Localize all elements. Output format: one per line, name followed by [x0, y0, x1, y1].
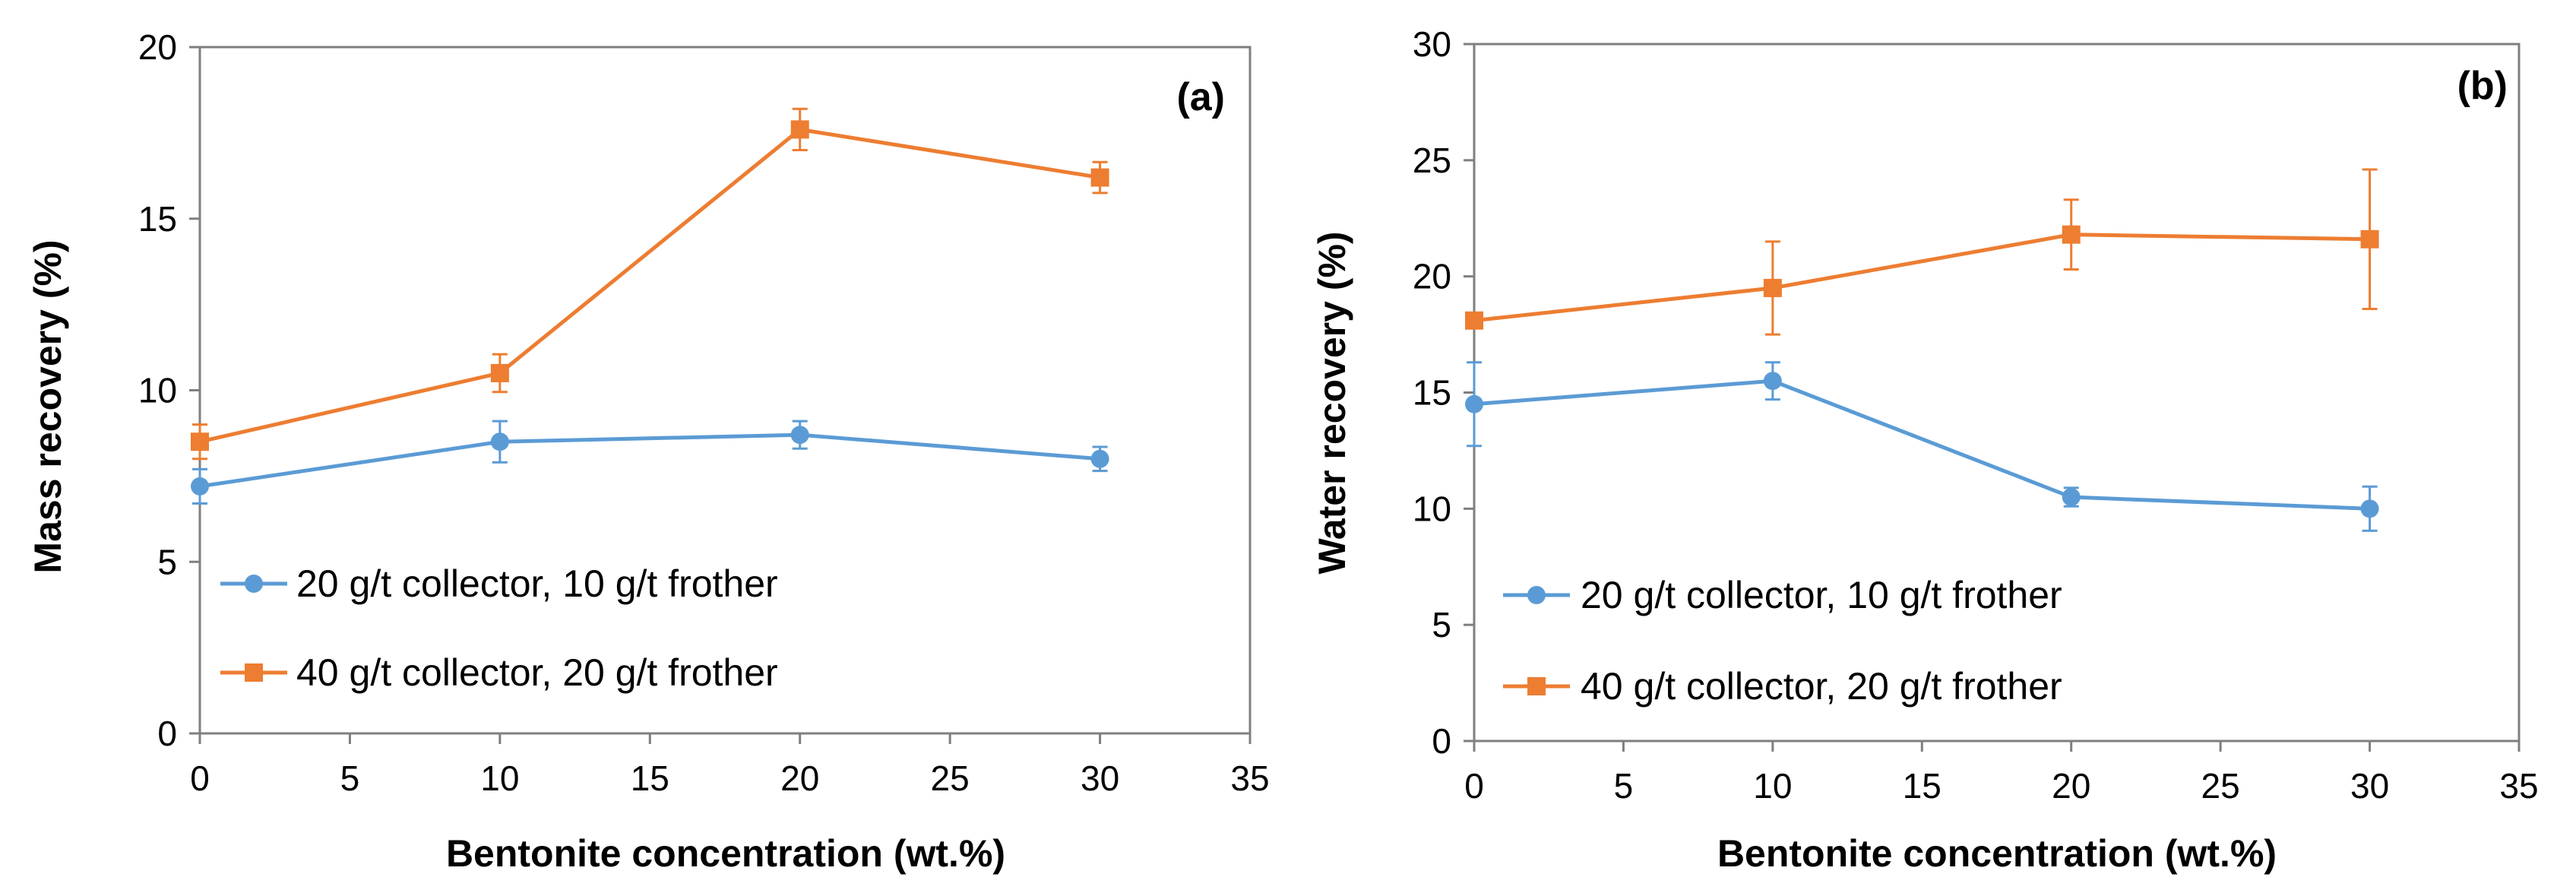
legend: 20 g/t collector, 10 g/t frother 40 g/t … [1503, 574, 2062, 708]
data-point [1090, 449, 1109, 468]
x-axis-title: Bentonite concentration (wt.%) [1717, 832, 2277, 875]
legend-entry-series-1: 20 g/t collector, 10 g/t frother [220, 562, 778, 605]
x-tick-label: 10 [480, 758, 519, 798]
y-tick-label: 20 [1413, 257, 1451, 296]
chart-panel-b: Water recovery (%) Bentonite concentrati… [1311, 24, 2539, 875]
plot-area: 0 5 10 15 20 0 5 10 15 20 25 30 35 [138, 27, 1270, 798]
data-point [1465, 311, 1483, 330]
legend-label-series-2: 40 g/t collector, 20 g/t frother [296, 651, 778, 694]
data-point [490, 363, 509, 382]
series-1 [1465, 361, 2379, 532]
legend-marker-series-2 [245, 663, 263, 682]
series-2 [1465, 168, 2379, 336]
legend-entry-series-1: 20 g/t collector, 10 g/t frother [1503, 574, 2062, 616]
y-tick-label: 15 [138, 199, 177, 239]
y-tick-label: 30 [1413, 24, 1451, 64]
data-point [191, 432, 209, 451]
x-tick-label: 15 [631, 758, 669, 798]
legend: 20 g/t collector, 10 g/t frother 40 g/t … [220, 562, 778, 694]
plot-border [198, 46, 1252, 735]
panel-label: (a) [1176, 75, 1225, 119]
plot-area: 0 5 10 15 20 25 30 0 5 10 15 20 25 30 35 [1413, 24, 2539, 806]
chart-panel-a: Mass recovery (%) Bentonite concentratio… [27, 27, 1270, 875]
x-tick-label: 10 [1753, 766, 1792, 806]
data-point [2062, 488, 2081, 507]
y-tick-label: 20 [138, 27, 177, 67]
x-tick-label: 35 [1230, 758, 1269, 798]
data-point [790, 426, 809, 445]
panel-label: (b) [2457, 64, 2508, 108]
legend-entry-series-2: 40 g/t collector, 20 g/t frother [220, 651, 778, 694]
y-tick-label: 0 [1432, 721, 1451, 761]
x-tick-label: 25 [2201, 766, 2240, 806]
y-tick-label: 25 [1413, 141, 1451, 180]
y-tick-label: 0 [157, 714, 177, 753]
series-line [199, 127, 1100, 444]
legend-label-series-2: 40 g/t collector, 20 g/t frother [1581, 665, 2062, 708]
data-point [1763, 278, 1782, 297]
x-tick-label: 15 [1903, 766, 1941, 806]
series-line [1473, 233, 2370, 323]
data-point [1763, 372, 1782, 391]
x-tick-label: 25 [931, 758, 970, 798]
series-line [1473, 378, 2370, 511]
data-point [2062, 225, 2081, 244]
x-tick-label: 20 [780, 758, 819, 798]
x-tick-label: 20 [2052, 766, 2090, 806]
y-axis-title: Mass recovery (%) [27, 239, 69, 573]
data-point [1090, 168, 1109, 187]
y-tick-label: 10 [1413, 489, 1451, 528]
x-axis-title: Bentonite concentration (wt.%) [446, 832, 1005, 875]
x-tick-label: 30 [1081, 758, 1119, 798]
x-tick-label: 5 [1614, 766, 1634, 806]
series-line [199, 432, 1100, 489]
y-tick-label: 15 [1413, 373, 1451, 413]
data-point [790, 120, 809, 139]
legend-label-series-1: 20 g/t collector, 10 g/t frother [296, 562, 778, 605]
data-point [1465, 394, 1483, 413]
legend-marker-series-2 [1527, 677, 1546, 695]
x-tick-label: 30 [2350, 766, 2389, 806]
legend-marker-series-1 [245, 575, 263, 593]
x-tick-label: 5 [340, 758, 360, 798]
y-axis-title: Water recovery (%) [1311, 231, 1353, 574]
data-point [2360, 230, 2379, 249]
data-point [490, 432, 509, 451]
y-tick-label: 10 [138, 371, 177, 410]
x-tick-label: 0 [190, 758, 210, 798]
x-tick-label: 0 [1464, 766, 1484, 806]
data-point [2360, 499, 2379, 518]
data-point [191, 477, 209, 496]
y-tick-label: 5 [157, 542, 177, 581]
y-tick-label: 5 [1432, 605, 1451, 644]
series-2 [191, 107, 1109, 461]
legend-marker-series-1 [1527, 586, 1546, 604]
series-1 [191, 420, 1109, 505]
x-tick-label: 35 [2499, 766, 2538, 806]
legend-entry-series-2: 40 g/t collector, 20 g/t frother [1503, 665, 2062, 708]
legend-label-series-1: 20 g/t collector, 10 g/t frother [1581, 574, 2062, 616]
